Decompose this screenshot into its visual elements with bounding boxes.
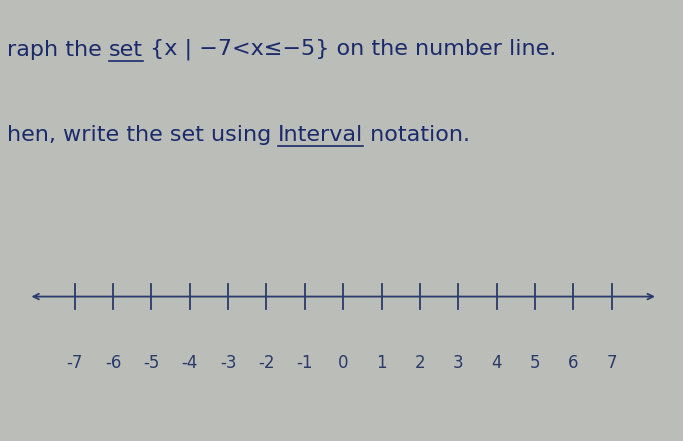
Text: -3: -3 xyxy=(220,354,236,372)
Text: {x | −7<x≤−5} on the number line.: {x | −7<x≤−5} on the number line. xyxy=(143,39,556,60)
Text: hen, write the set using: hen, write the set using xyxy=(7,125,278,145)
Text: -2: -2 xyxy=(258,354,275,372)
Text: -6: -6 xyxy=(104,354,121,372)
Text: set: set xyxy=(109,40,143,60)
Text: -7: -7 xyxy=(66,354,83,372)
Text: raph the: raph the xyxy=(7,40,109,60)
Text: 6: 6 xyxy=(568,354,579,372)
Text: notation.: notation. xyxy=(363,125,471,145)
Text: 4: 4 xyxy=(492,354,502,372)
Text: 7: 7 xyxy=(607,354,617,372)
Text: 5: 5 xyxy=(530,354,540,372)
Text: 2: 2 xyxy=(415,354,426,372)
Text: -5: -5 xyxy=(143,354,160,372)
Text: 3: 3 xyxy=(453,354,464,372)
Text: -4: -4 xyxy=(182,354,198,372)
Text: -1: -1 xyxy=(296,354,313,372)
Text: 0: 0 xyxy=(338,354,348,372)
Text: 1: 1 xyxy=(376,354,387,372)
Text: Interval: Interval xyxy=(278,125,363,145)
